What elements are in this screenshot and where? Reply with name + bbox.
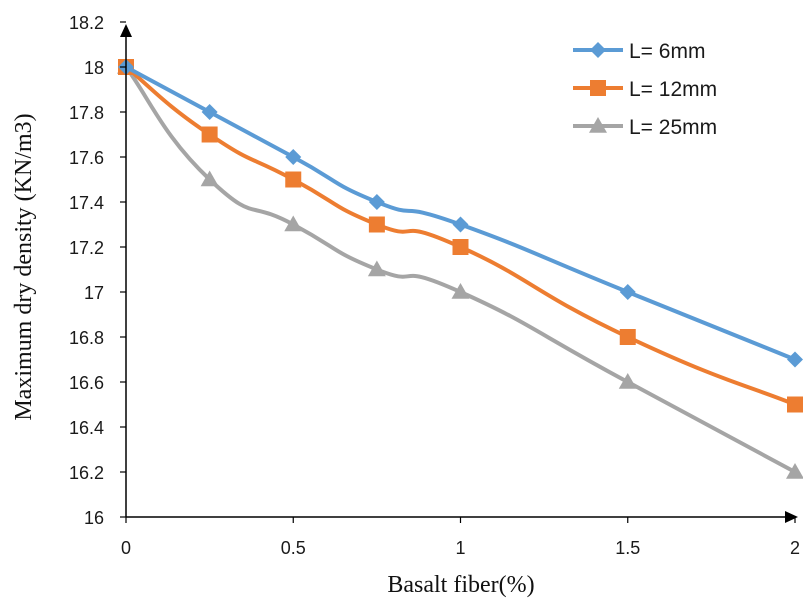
y-tick-label: 16.6 <box>69 373 104 393</box>
axes-layer <box>120 24 798 523</box>
y-axis-title: Maximum dry density (KN/m3) <box>11 113 37 420</box>
series-2 <box>118 59 803 413</box>
legend-label: L= 12mm <box>629 78 717 101</box>
data-point-square <box>787 396 803 413</box>
data-point-triangle <box>618 373 637 389</box>
y-tick-label: 17.4 <box>69 193 104 213</box>
x-tick-label: 2 <box>790 538 800 558</box>
data-point-square <box>285 171 302 188</box>
x-tick-label: 0.5 <box>281 538 306 558</box>
series-1 <box>118 59 803 368</box>
legend-marker-square <box>590 80 606 96</box>
legend: L= 6mm L= 12mm L= 25mm <box>573 40 717 139</box>
data-point-diamond <box>368 194 385 210</box>
x-axis-arrowhead <box>785 511 798 523</box>
y-tick-label: 17 <box>84 283 104 303</box>
data-point-square <box>368 216 385 233</box>
data-point-diamond <box>285 149 302 165</box>
y-tick-label: 17.6 <box>69 148 104 168</box>
data-point-triangle <box>786 463 803 479</box>
x-axis-title: Basalt fiber(%) <box>387 572 534 598</box>
legend-marker-triangle <box>589 117 607 133</box>
y-tick-label: 16.4 <box>69 418 104 438</box>
series-line <box>125 65 796 362</box>
legend-item: L= 12mm <box>573 78 717 101</box>
y-tick-label: 18 <box>84 58 104 78</box>
data-point-triangle <box>200 170 219 187</box>
data-point-square <box>201 126 218 143</box>
data-point-square <box>452 239 469 255</box>
data-point-square <box>619 329 636 345</box>
data-point-diamond <box>787 351 803 368</box>
legend-label: L= 6mm <box>629 40 705 63</box>
x-tick-label: 1 <box>455 538 465 558</box>
ticks-layer: 16 16.2 16.4 16.6 16.8 17 17.2 17.4 17.6 17.8 18 18… <box>69 13 800 558</box>
data-point-diamond <box>452 216 469 233</box>
y-axis-arrowhead <box>120 24 132 37</box>
data-point-triangle <box>284 215 303 232</box>
data-point-diamond <box>619 284 636 300</box>
data-point-triangle <box>451 283 470 299</box>
legend-item: L= 25mm <box>573 116 717 139</box>
x-tick-label: 1.5 <box>615 538 640 558</box>
series-layer <box>117 58 803 479</box>
data-point-triangle <box>367 260 386 277</box>
x-tick-label: 0 <box>121 538 131 558</box>
y-tick-label: 18.2 <box>69 13 104 33</box>
y-tick-label: 17.8 <box>69 103 104 123</box>
y-tick-label: 16 <box>84 508 104 528</box>
legend-label: L= 25mm <box>629 116 717 139</box>
y-tick-label: 16.8 <box>69 328 104 348</box>
data-point-diamond <box>201 104 218 120</box>
y-tick-label: 17.2 <box>69 238 104 258</box>
legend-marker-diamond <box>590 42 606 58</box>
y-tick-label: 16.2 <box>69 463 104 483</box>
legend-item: L= 6mm <box>573 40 705 63</box>
